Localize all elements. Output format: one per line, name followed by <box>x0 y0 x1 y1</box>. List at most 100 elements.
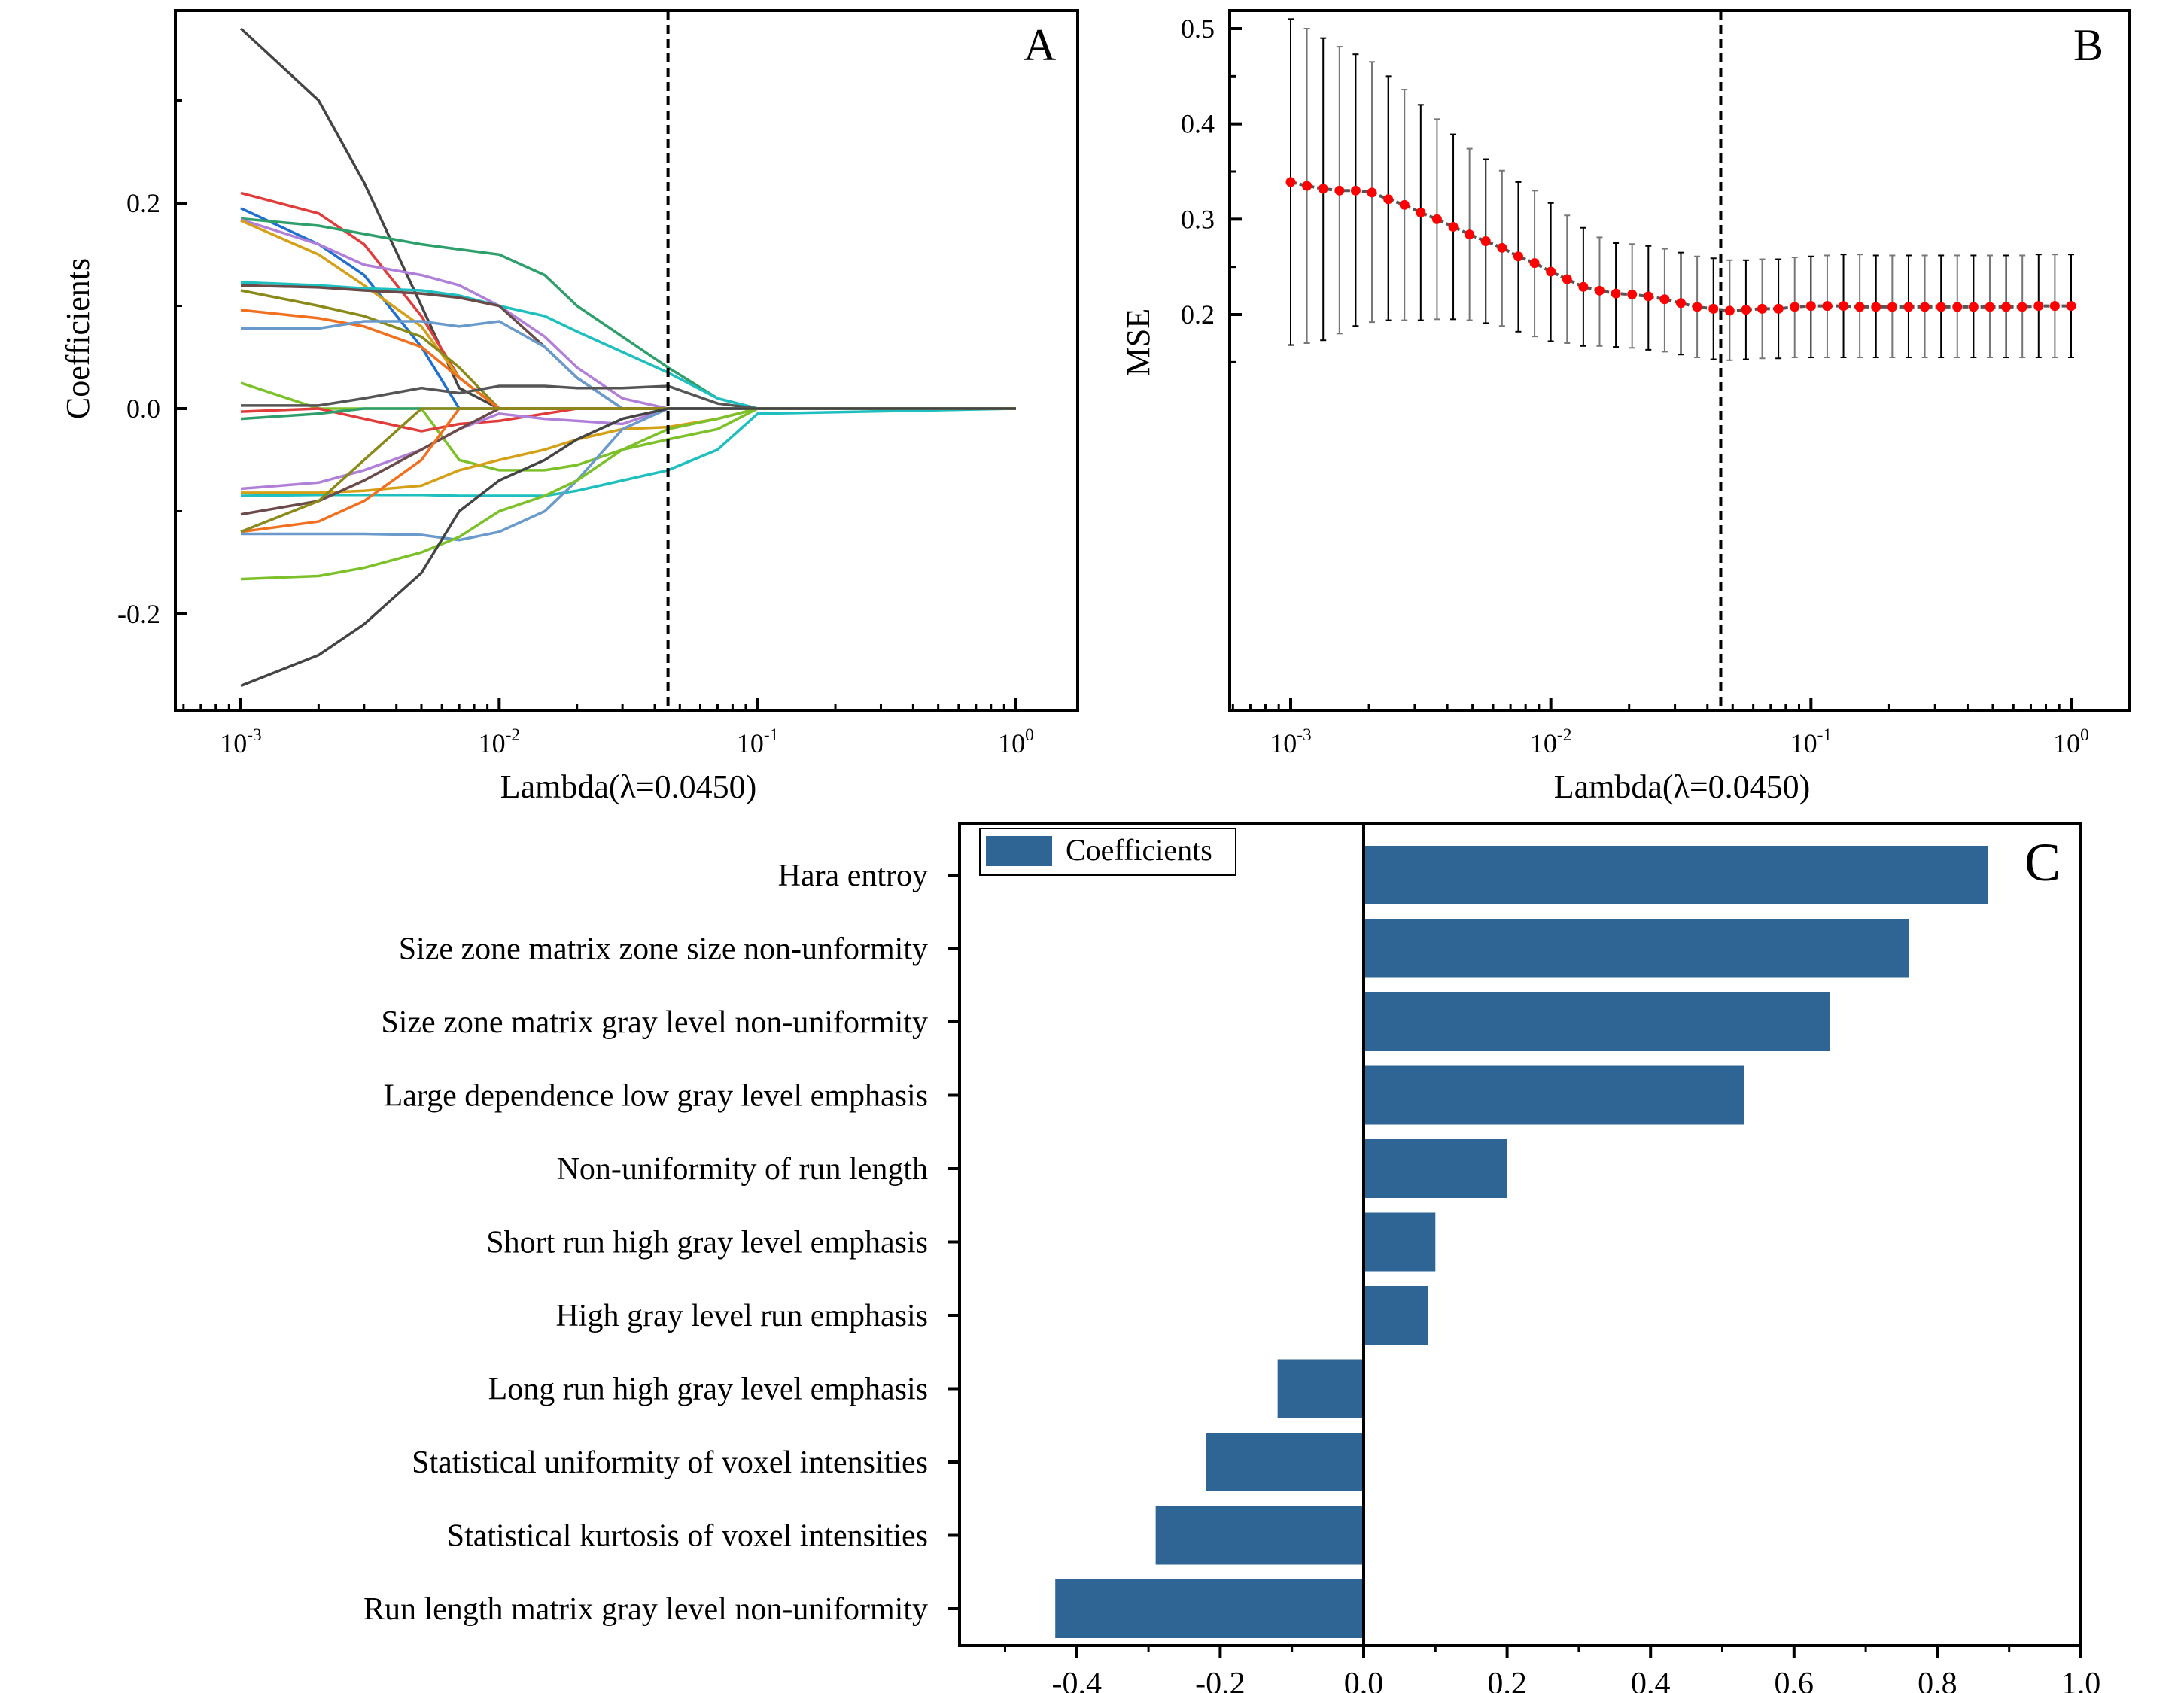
x-tick-label: -0.2 <box>1195 1667 1246 1693</box>
bar <box>1364 1065 1744 1125</box>
mse-point <box>1513 251 1523 262</box>
panel-b-frame <box>1228 9 2131 712</box>
mse-point <box>1805 301 1816 312</box>
mse-point <box>1790 302 1800 312</box>
panel-b: 10-3 10-2 10-1 100 0.5 0.4 0.3 0.2 B Lambda(λ=… <box>1120 9 2131 805</box>
panel-b-label: B <box>2073 20 2103 70</box>
y-tick-label: 0.2 <box>1181 299 1215 330</box>
category-label: Run length matrix gray level non-uniform… <box>363 1592 928 1627</box>
panel-a: 10-3 10-2 10-1 100 0.2 0.0 -0.2 A Lambda(λ=0.… <box>59 9 1079 805</box>
coefficient-path-9 <box>240 289 1016 410</box>
category-label: Large dependence low gray level emphasis <box>384 1079 928 1114</box>
panel-b-y-axis-label: MSE <box>1120 309 1157 376</box>
x-tick-label: -0.4 <box>1052 1667 1103 1693</box>
panel-a-frame <box>174 9 1079 712</box>
x-tick-label: 10-3 <box>220 725 262 758</box>
mse-point <box>1773 303 1784 314</box>
bar <box>1364 1212 1436 1272</box>
mse-point <box>2017 302 2027 312</box>
mse-point <box>1708 303 1719 314</box>
mse-point <box>1431 214 1442 224</box>
mse-point <box>1676 298 1686 309</box>
mse-point <box>1594 285 1605 296</box>
mse-point <box>1318 184 1328 194</box>
category-label: Long run high gray level emphasis <box>488 1372 928 1407</box>
coefficient-path-10 <box>240 309 1016 410</box>
mse-point <box>1285 177 1296 187</box>
mse-point <box>1627 289 1638 299</box>
x-tick-label: 0.0 <box>1344 1667 1384 1693</box>
category-label: High gray level run emphasis <box>555 1299 928 1333</box>
mse-point <box>1724 305 1735 316</box>
mse-point <box>1643 291 1653 302</box>
category-label: Short run high gray level emphasis <box>486 1226 928 1260</box>
coefficient-path-8 <box>240 284 1016 410</box>
bar <box>1364 992 1830 1051</box>
x-tick-label: 1.0 <box>2061 1667 2101 1693</box>
panel-a-lines <box>239 27 1017 688</box>
bar <box>1364 1139 1507 1198</box>
coefficient-path-2 <box>240 191 1016 410</box>
mse-point <box>2066 301 2076 312</box>
y-tick-label: 0.5 <box>1181 14 1215 44</box>
legend: Coefficients <box>979 828 1236 876</box>
bar <box>1277 1359 1364 1418</box>
mse-point <box>1367 187 1377 198</box>
mse-point <box>1968 302 1979 312</box>
x-tick-label: 10-3 <box>1270 725 1312 758</box>
mse-point <box>1659 294 1670 305</box>
mse-point <box>1497 242 1507 253</box>
category-label: Non-uniformity of run length <box>557 1152 928 1187</box>
y-tick-label: 0.0 <box>126 394 160 424</box>
coefficient-path-23 <box>240 407 1016 581</box>
coefficient-path-19 <box>240 407 1016 516</box>
x-tick-label: 10-2 <box>1530 725 1572 758</box>
panel-a-x-ticks: 10-3 10-2 10-1 100 <box>182 698 1034 758</box>
mse-point <box>1952 302 1963 312</box>
mse-point <box>1383 194 1394 205</box>
mse-point <box>1903 302 1914 312</box>
category-label: Hara entroy <box>778 859 928 893</box>
panel-c: Hara entroy Size zone matrix zone size no… <box>363 822 2101 1693</box>
mse-point <box>1985 302 1995 312</box>
mse-point <box>1350 185 1361 196</box>
mse-point <box>1871 302 1881 312</box>
x-tick-label: 0.2 <box>1487 1667 1527 1693</box>
bar <box>1155 1506 1364 1565</box>
x-tick-label: 0.8 <box>1918 1667 1957 1693</box>
mse-point <box>1416 207 1426 217</box>
mse-point <box>1465 229 1475 240</box>
mse-point <box>1448 221 1459 232</box>
bar <box>1364 846 1988 904</box>
x-tick-label: 100 <box>998 725 1034 758</box>
coefficient-path-13 <box>241 384 1016 410</box>
category-label: Statistical uniformity of voxel intensit… <box>412 1445 928 1480</box>
mse-point <box>1887 302 1897 312</box>
panel-b-points <box>1285 177 2076 316</box>
mse-point <box>1334 185 1345 196</box>
category-label: Size zone matrix gray level non-uniformi… <box>381 1005 928 1040</box>
coefficient-path-11 <box>241 320 1016 410</box>
mse-point <box>1920 302 1930 312</box>
mse-point <box>1822 301 1833 312</box>
panel-b-x-axis-label: Lambda(λ=0.0450) <box>1554 768 1811 805</box>
x-tick-label: 10-1 <box>1790 725 1833 758</box>
y-tick-label: 0.3 <box>1181 204 1215 234</box>
panel-c-frame <box>958 822 2082 1647</box>
mse-point <box>1757 303 1768 314</box>
panel-b-y-ticks: 0.5 0.4 0.3 0.2 <box>1181 14 1242 363</box>
mse-point <box>1854 302 1865 312</box>
mse-point <box>1578 281 1589 292</box>
mse-point <box>1741 305 1751 315</box>
bar <box>1364 1286 1428 1345</box>
y-tick-label: 0.4 <box>1181 109 1215 139</box>
legend-swatch <box>986 836 1052 866</box>
mse-point <box>1562 274 1572 284</box>
mse-point <box>1302 181 1313 191</box>
category-label: Statistical kurtosis of voxel intensitie… <box>447 1519 928 1554</box>
mse-point <box>2001 302 2012 312</box>
panel-c-bars <box>1055 846 1988 1638</box>
mse-point <box>1529 258 1540 269</box>
panel-a-y-axis-label: Coefficients <box>59 258 96 419</box>
